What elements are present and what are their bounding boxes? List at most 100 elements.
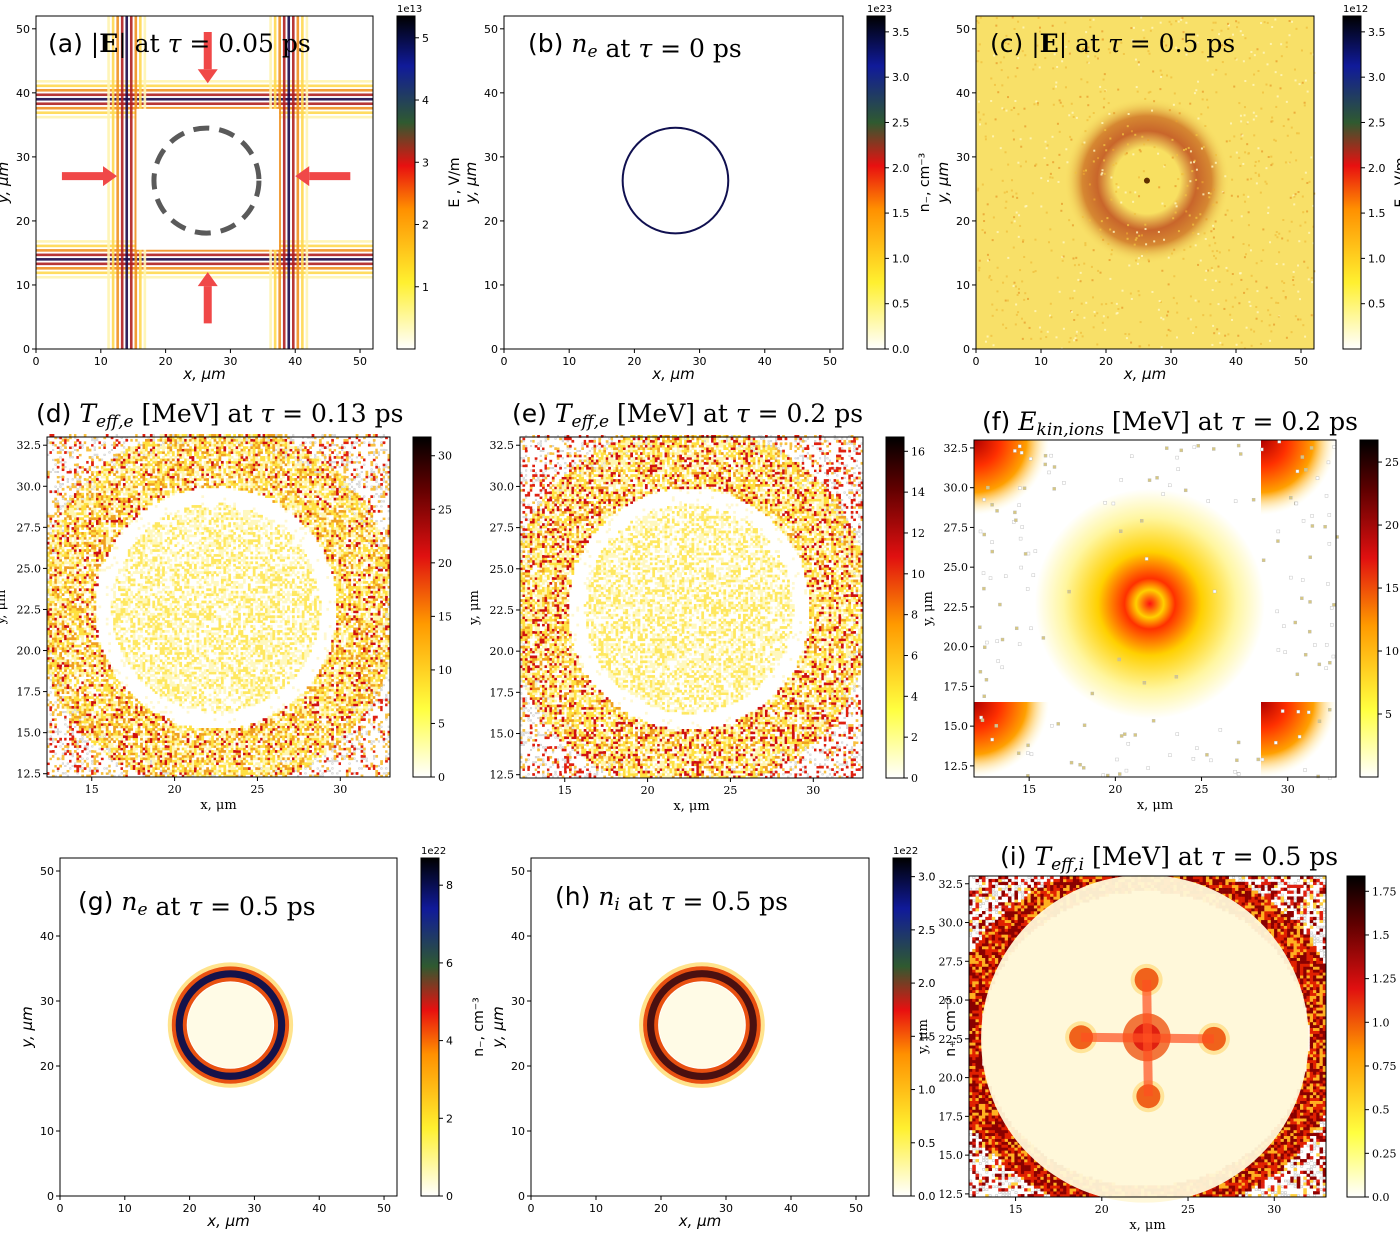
- field-noise: [1208, 196, 1210, 198]
- field-noise: [1065, 86, 1067, 88]
- heatmap-cell: [52, 534, 55, 537]
- field-noise: [990, 100, 992, 102]
- y-tick-label: 0: [23, 343, 30, 356]
- field-noise: [1174, 92, 1176, 94]
- field-noise: [1202, 314, 1204, 316]
- field-noise: [1167, 311, 1169, 313]
- heatmap-cell: [52, 539, 55, 542]
- field-noise: [1201, 148, 1203, 150]
- field-noise: [1002, 282, 1004, 284]
- heatmap-cell: [54, 655, 57, 658]
- field-noise: [1173, 249, 1175, 251]
- field-noise: [1240, 272, 1242, 274]
- field-noise: [1212, 289, 1214, 291]
- heatmap-cell: [49, 632, 52, 635]
- heatmap-cell: [49, 461, 52, 464]
- field-noise: [990, 77, 992, 79]
- field-noise: [1290, 151, 1292, 153]
- field-noise: [1016, 212, 1018, 214]
- colorbar-label: E , V/m: [1393, 157, 1400, 207]
- field-noise: [1193, 161, 1195, 163]
- field-noise: [1200, 113, 1202, 115]
- colorbar-tick-label: 3.0: [892, 71, 910, 84]
- heatmap-cell: [49, 757, 52, 760]
- field-noise: [1232, 236, 1234, 238]
- heatmap-cell: [52, 674, 55, 677]
- heatmap-cell: [52, 713, 55, 716]
- field-noise: [1289, 162, 1291, 164]
- heatmap-cell: [54, 593, 57, 596]
- field-noise: [1121, 307, 1123, 309]
- field-noise: [1086, 96, 1088, 98]
- field-noise: [1251, 275, 1253, 277]
- heatmap-cell: [52, 566, 55, 569]
- heatmap-cell: [54, 586, 57, 589]
- field-noise: [1238, 102, 1240, 104]
- heatmap-cell: [49, 645, 52, 648]
- field-noise: [1013, 247, 1015, 249]
- x-tick-label: 20: [159, 355, 173, 368]
- field-noise: [1216, 201, 1218, 203]
- heatmap-cell: [49, 579, 52, 582]
- field-noise: [1304, 102, 1306, 104]
- heatmap-cell: [49, 454, 52, 457]
- field-noise: [1199, 213, 1201, 215]
- field-noise: [1287, 135, 1289, 137]
- field-noise: [1082, 216, 1084, 218]
- field-noise: [1049, 176, 1051, 178]
- field-noise: [1245, 253, 1247, 255]
- field-noise: [1204, 279, 1206, 281]
- field-noise: [1212, 225, 1214, 227]
- field-noise: [1238, 157, 1240, 159]
- heatmap-cell: [54, 588, 57, 591]
- field-noise: [1015, 323, 1017, 325]
- x-tick-label: 50: [823, 355, 837, 368]
- field-noise: [1185, 148, 1187, 150]
- heatmap-cell: [54, 476, 57, 479]
- field-noise: [1018, 214, 1020, 216]
- colorbar-tick-label: 4: [422, 94, 429, 107]
- heatmap-cell: [49, 745, 52, 748]
- field-noise: [1136, 86, 1138, 88]
- field-noise: [1299, 83, 1301, 85]
- heatmap-cell: [49, 748, 52, 751]
- heatmap-cell: [52, 461, 55, 464]
- heatmap-cell: [54, 534, 57, 537]
- x-tick-label: 40: [288, 355, 302, 368]
- field-noise: [1202, 181, 1204, 183]
- heatmap-cell: [52, 588, 55, 591]
- field-noise: [1205, 238, 1207, 240]
- field-noise: [1128, 264, 1130, 266]
- field-noise: [1211, 267, 1213, 269]
- field-noise: [1278, 233, 1280, 235]
- heatmap-cell: [49, 581, 52, 584]
- field-noise: [1231, 220, 1233, 222]
- field-noise: [1253, 112, 1255, 114]
- field-noise: [1231, 319, 1233, 321]
- field-noise: [993, 344, 995, 346]
- heatmap-cell: [54, 728, 57, 731]
- laser-beam: [287, 16, 290, 349]
- field-noise: [1307, 267, 1309, 269]
- field-noise: [1140, 17, 1142, 19]
- field-noise: [1080, 332, 1082, 334]
- field-noise: [1045, 141, 1047, 143]
- field-noise: [1223, 308, 1225, 310]
- heatmap-cell: [49, 490, 52, 493]
- field-noise: [1138, 195, 1140, 197]
- heatmap-cell: [49, 647, 52, 650]
- field-noise: [1158, 186, 1160, 188]
- field-noise: [1091, 279, 1093, 281]
- field-noise: [1126, 337, 1128, 339]
- field-noise: [1160, 70, 1162, 72]
- field-noise: [1047, 180, 1049, 182]
- field-noise: [1064, 22, 1066, 24]
- field-noise: [1062, 105, 1064, 107]
- field-noise: [1102, 239, 1104, 241]
- heatmap-cell: [54, 618, 57, 621]
- field-noise: [1012, 196, 1014, 198]
- heatmap-cell: [49, 625, 52, 628]
- heatmap-cell: [54, 561, 57, 564]
- field-noise: [1012, 17, 1014, 19]
- heatmap-cell: [52, 623, 55, 626]
